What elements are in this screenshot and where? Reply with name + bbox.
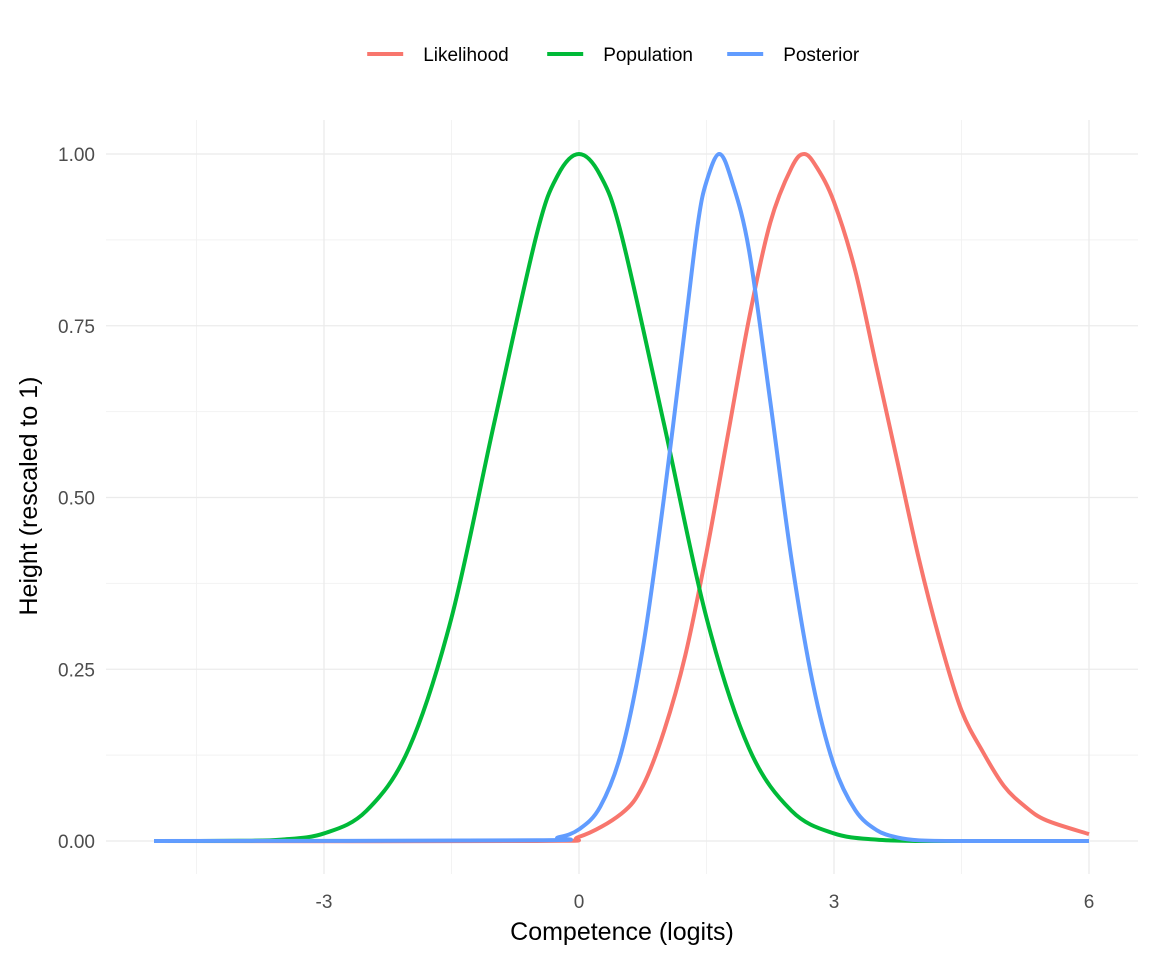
tick-label-layer: -3 0 3 6 0.00 0.25 0.50 0.75 1.00 [58,145,1094,913]
legend-label-posterior: Posterior [783,45,860,66]
x-tick-label: 0 [574,892,585,913]
series-line-likelihood [153,152,1090,844]
y-tick-label: 0.00 [58,832,95,853]
series-line-population [153,152,1089,843]
legend-item-likelihood: Likelihood [367,45,509,66]
x-tick-label: 6 [1084,892,1095,913]
y-axis-title: Height (rescaled to 1) [15,376,43,615]
legend-item-population: Population [547,45,693,66]
legend-item-posterior: Posterior [727,45,860,66]
legend-label-likelihood: Likelihood [423,45,509,66]
y-tick-label: 0.25 [58,660,95,681]
y-tick-label: 0.50 [58,489,95,510]
series-line-posterior [153,152,1090,844]
y-tick-label: 1.00 [58,145,95,166]
legend: Likelihood Population Posterior [367,45,860,66]
x-tick-label: -3 [316,892,333,913]
x-axis-title: Competence (logits) [510,918,734,946]
y-tick-label: 0.75 [58,317,95,338]
x-tick-label: 3 [829,892,840,913]
legend-label-population: Population [603,45,693,66]
series-layer [153,152,1090,844]
